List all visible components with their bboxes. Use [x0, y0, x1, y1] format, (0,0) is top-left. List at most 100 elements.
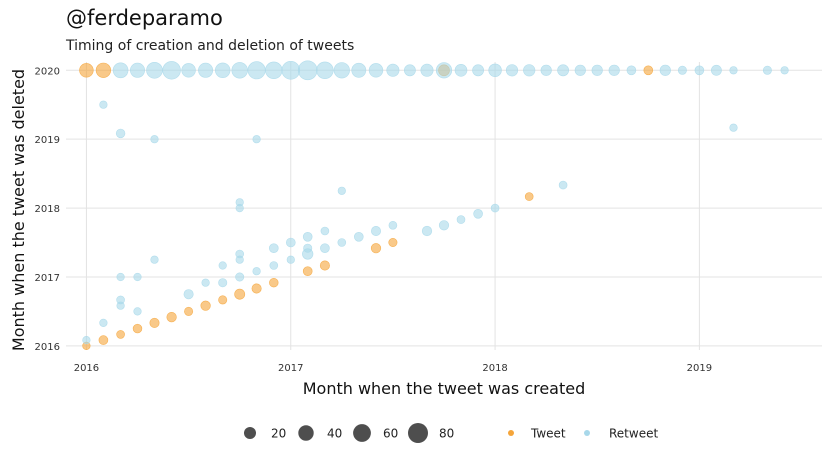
- data-point-tweet: [184, 306, 194, 316]
- data-point-tweet: [388, 238, 398, 248]
- data-point-retweet: [112, 62, 129, 79]
- data-points: [79, 60, 789, 351]
- data-point-tweet: [149, 317, 160, 328]
- data-point-retweet: [626, 65, 637, 76]
- data-point-tweet: [166, 312, 177, 323]
- grid-lines: [66, 62, 822, 350]
- data-point-retweet: [762, 65, 772, 75]
- data-point-retweet: [181, 63, 196, 78]
- data-point-retweet: [403, 64, 416, 77]
- data-point-retweet: [150, 255, 159, 264]
- data-point-retweet: [659, 64, 671, 76]
- data-point-retweet: [99, 100, 108, 109]
- data-point-retweet: [302, 232, 313, 242]
- data-point-retweet: [320, 243, 330, 253]
- data-point-retweet: [215, 62, 231, 79]
- x-axis-title: Month when the tweet was created: [303, 379, 586, 398]
- y-tick-label: 2018: [35, 204, 60, 215]
- data-point-retweet: [353, 232, 364, 242]
- y-tick-label: 2020: [35, 66, 60, 77]
- data-point-retweet: [420, 63, 434, 77]
- data-point-retweet: [146, 62, 163, 79]
- data-point-retweet: [99, 318, 108, 328]
- size-legend: 20 40 60 80: [244, 423, 454, 443]
- data-point-retweet: [435, 62, 453, 79]
- data-point-retweet: [333, 62, 350, 79]
- legend-size-key: [353, 424, 371, 442]
- data-point-retweet: [574, 64, 586, 76]
- data-point-retweet: [694, 65, 705, 76]
- data-point-retweet: [370, 226, 381, 237]
- x-tick-label: 2016: [74, 363, 99, 374]
- data-point-retweet: [351, 62, 367, 78]
- chart-subtitle: Timing of creation and deletion of tweet…: [66, 38, 355, 54]
- legend-size-label: 80: [439, 427, 454, 441]
- data-point-retweet: [711, 64, 722, 76]
- data-point-retweet: [252, 135, 261, 144]
- legend-size-key: [244, 427, 256, 439]
- data-point-retweet: [337, 238, 347, 247]
- legend-size-key: [408, 423, 428, 443]
- y-axis-title: Month when the tweet was deleted: [9, 69, 28, 351]
- x-tick-label: 2017: [278, 363, 303, 374]
- data-point-tweet: [643, 65, 654, 76]
- data-point-retweet: [540, 64, 552, 76]
- data-point-tweet: [79, 63, 94, 78]
- y-axis-ticks: 2016 2017 2018 2019 2020: [35, 66, 60, 353]
- data-point-retweet: [235, 272, 245, 282]
- data-point-retweet: [388, 221, 398, 230]
- data-point-retweet: [281, 61, 301, 80]
- data-point-tweet: [95, 62, 111, 78]
- data-point-tweet: [132, 323, 143, 334]
- data-point-retweet: [247, 61, 266, 80]
- x-axis-ticks: 2016 2017 2018 2019: [74, 363, 712, 374]
- data-point-tweet: [370, 243, 382, 254]
- data-point-retweet: [386, 63, 400, 77]
- data-point-retweet: [456, 215, 466, 224]
- data-point-retweet: [218, 261, 227, 270]
- legend-type-label: Retweet: [609, 427, 658, 441]
- data-point-retweet: [231, 62, 248, 79]
- data-point-tweet: [116, 330, 125, 339]
- data-point-retweet: [591, 64, 603, 76]
- chart-title: @ferdeparamo: [66, 6, 223, 30]
- data-point-retweet: [162, 61, 181, 80]
- data-point-retweet: [235, 255, 244, 264]
- data-point-retweet: [82, 336, 91, 345]
- data-point-retweet: [472, 64, 484, 77]
- data-point-retweet: [368, 63, 384, 78]
- data-point-tweet: [319, 260, 330, 271]
- data-point-tweet: [218, 295, 228, 305]
- data-point-retweet: [490, 203, 500, 213]
- data-point-retweet: [130, 62, 146, 78]
- y-tick-label: 2017: [35, 273, 60, 284]
- data-point-retweet: [198, 62, 214, 78]
- y-tick-label: 2016: [35, 342, 60, 353]
- data-point-retweet: [729, 66, 738, 75]
- x-tick-label: 2018: [482, 363, 507, 374]
- data-point-retweet: [269, 261, 279, 270]
- data-point-retweet: [297, 60, 318, 81]
- data-point-retweet: [523, 64, 536, 77]
- data-point-retweet: [337, 186, 346, 195]
- data-point-retweet: [133, 272, 142, 282]
- data-point-retweet: [218, 278, 228, 288]
- legend-type-key: [584, 430, 590, 436]
- data-point-retweet: [438, 220, 450, 231]
- data-point-tweet: [302, 266, 313, 277]
- data-point-retweet: [454, 64, 468, 77]
- data-point-tweet: [251, 283, 262, 294]
- data-point-retweet: [316, 61, 334, 80]
- legend-size-label: 40: [327, 427, 342, 441]
- data-point-tweet: [269, 278, 279, 288]
- data-point-retweet: [285, 237, 296, 248]
- data-point-retweet: [677, 65, 687, 75]
- data-point-retweet: [780, 66, 789, 75]
- data-point-retweet: [133, 307, 142, 316]
- data-point-retweet: [320, 226, 330, 236]
- data-point-tweet: [524, 192, 534, 201]
- x-tick-label: 2019: [687, 363, 712, 374]
- y-tick-label: 2019: [35, 135, 60, 146]
- data-point-retweet: [268, 243, 279, 253]
- data-point-retweet: [183, 289, 194, 300]
